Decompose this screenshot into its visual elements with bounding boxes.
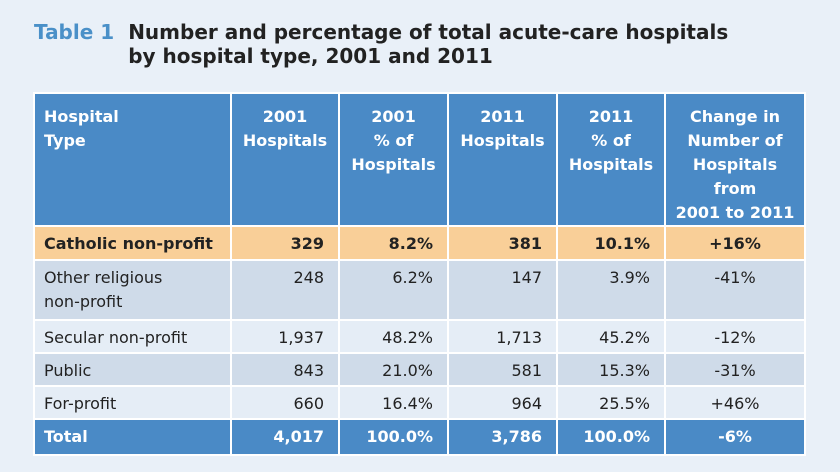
cell-change: +46% — [664, 385, 806, 420]
cell-2001-percent: 48.2% — [338, 319, 449, 354]
cell-type: For-profit — [33, 385, 232, 420]
header-line: Hospitals — [351, 155, 436, 174]
cell-type: Other religious non-profit — [33, 259, 232, 321]
header-line: 2001 — [262, 107, 308, 126]
hospital-table: Hospital Type 2001 Hospitals 2001 % of H… — [33, 92, 806, 456]
cell-2011-percent: 3.9% — [556, 259, 666, 321]
cell-2001-hospitals: 843 — [230, 352, 340, 387]
cell-change: +16% — [664, 225, 806, 261]
table-caption: Table 1 Number and percentage of total a… — [34, 20, 728, 68]
header-line: Number of — [687, 131, 783, 150]
cell-2001-hospitals: 248 — [230, 259, 340, 321]
table-title: Number and percentage of total acute-car… — [128, 20, 728, 68]
table-row-total: Total 4,017 100.0% 3,786 100.0% -6% — [33, 418, 806, 456]
cell-change: -6% — [664, 418, 806, 456]
cell-2011-hospitals: 3,786 — [447, 418, 558, 456]
header-line: Hospitals — [568, 155, 654, 174]
cell-type: Total — [33, 418, 232, 456]
cell-type: Public — [33, 352, 232, 387]
cell-change: -41% — [664, 259, 806, 321]
cell-change: -12% — [664, 319, 806, 354]
header-2001-hospitals: 2001 Hospitals — [230, 92, 340, 227]
table-row-for-profit: For-profit 660 16.4% 964 25.5% +46% — [33, 385, 806, 420]
cell-2001-hospitals: 4,017 — [230, 418, 340, 456]
header-line: 2001 — [371, 107, 416, 126]
cell-change: -31% — [664, 352, 806, 387]
cell-2001-percent: 16.4% — [338, 385, 449, 420]
cell-2011-percent: 15.3% — [556, 352, 666, 387]
header-line: Change in — [689, 107, 781, 126]
cell-type: Catholic non-profit — [33, 225, 232, 261]
cell-2011-percent: 10.1% — [556, 225, 666, 261]
header-row: Hospital Type 2001 Hospitals 2001 % of H… — [33, 92, 806, 227]
cell-2001-hospitals: 1,937 — [230, 319, 340, 354]
header-line: % of — [591, 131, 631, 150]
table-number-label: Table 1 — [34, 20, 115, 44]
cell-type-line: Other religious — [44, 268, 163, 287]
table-row-other-religious: Other religious non-profit 248 6.2% 147 … — [33, 259, 806, 321]
header-line: 2001 to 2011 — [675, 203, 795, 222]
cell-2011-hospitals: 964 — [447, 385, 558, 420]
cell-2001-hospitals: 660 — [230, 385, 340, 420]
cell-2001-percent: 21.0% — [338, 352, 449, 387]
header-line: Hospitals — [460, 131, 545, 150]
cell-2001-percent: 8.2% — [338, 225, 449, 261]
cell-type: Secular non-profit — [33, 319, 232, 354]
header-2011-hospitals: 2011 Hospitals — [447, 92, 558, 227]
header-line: % of — [373, 131, 414, 150]
header-line: Type — [44, 131, 86, 150]
cell-2011-hospitals: 147 — [447, 259, 558, 321]
header-hospital-type: Hospital Type — [33, 92, 232, 227]
header-change: Change in Number of Hospitals from 2001 … — [664, 92, 806, 227]
cell-2001-hospitals: 329 — [230, 225, 340, 261]
table-title-line-1: Number and percentage of total acute-car… — [128, 20, 729, 44]
cell-2011-percent: 25.5% — [556, 385, 666, 420]
header-line: from — [713, 179, 757, 198]
header-line: Hospitals — [242, 131, 328, 150]
table-row-secular: Secular non-profit 1,937 48.2% 1,713 45.… — [33, 319, 806, 354]
header-2001-percent: 2001 % of Hospitals — [338, 92, 449, 227]
cell-2011-percent: 100.0% — [556, 418, 666, 456]
header-line: Hospital — [44, 107, 119, 126]
cell-2011-hospitals: 1,713 — [447, 319, 558, 354]
cell-2011-hospitals: 381 — [447, 225, 558, 261]
header-line: Hospitals — [692, 155, 778, 174]
cell-2011-percent: 45.2% — [556, 319, 666, 354]
cell-2001-percent: 6.2% — [338, 259, 449, 321]
cell-2011-hospitals: 581 — [447, 352, 558, 387]
header-line: 2011 — [480, 107, 525, 126]
header-line: 2011 — [588, 107, 634, 126]
cell-2001-percent: 100.0% — [338, 418, 449, 456]
table-row-public: Public 843 21.0% 581 15.3% -31% — [33, 352, 806, 387]
table-title-line-2: by hospital type, 2001 and 2011 — [128, 44, 493, 68]
table-row-catholic: Catholic non-profit 329 8.2% 381 10.1% +… — [33, 225, 806, 261]
header-2011-percent: 2011 % of Hospitals — [556, 92, 666, 227]
cell-type-line: non-profit — [44, 292, 123, 311]
